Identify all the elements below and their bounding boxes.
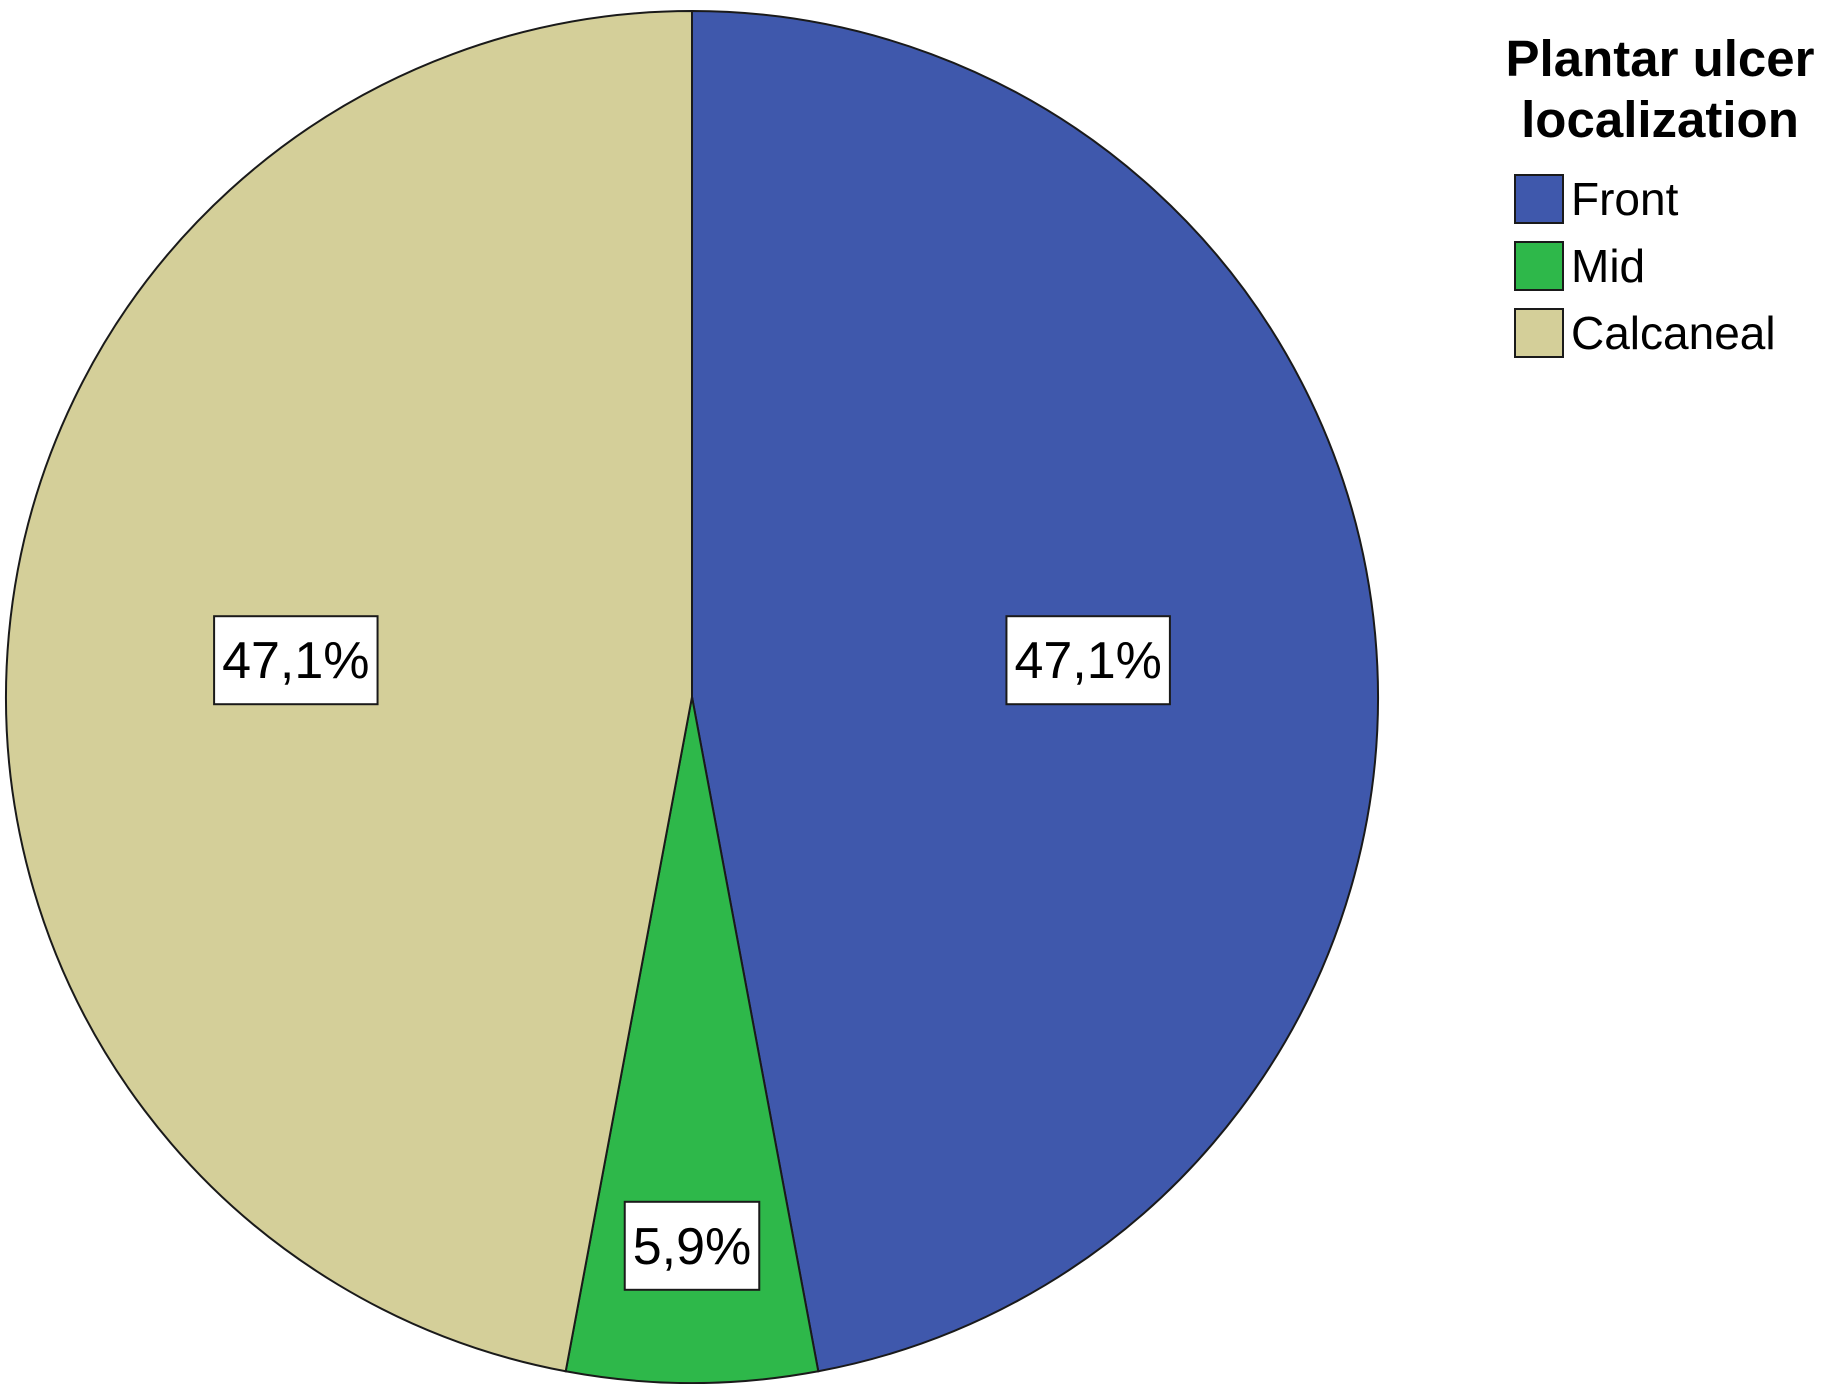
data-label-text: 5,9% [633, 1218, 752, 1276]
legend-swatch [1514, 308, 1564, 358]
legend-swatch [1514, 174, 1564, 224]
legend-title-line-1: Plantar ulcer [1506, 30, 1815, 87]
data-label-front: 47,1% [1005, 615, 1171, 706]
data-label-text: 47,1% [222, 632, 369, 690]
legend-item-mid: Mid [1514, 240, 1645, 292]
pie-data-labels: 47,1% 5,9% 47,1% [213, 615, 1171, 1291]
legend-item-front: Front [1514, 173, 1679, 225]
data-label-box [623, 1200, 761, 1291]
data-label-box [213, 615, 379, 706]
data-label-mid: 5,9% [623, 1200, 761, 1291]
legend-item-calcaneal: Calcaneal [1514, 307, 1776, 359]
legend: Plantar ulcer localization Front Mid Calca… [1506, 30, 1815, 359]
legend-label: Front [1571, 173, 1679, 225]
legend-label: Calcaneal [1571, 307, 1776, 359]
legend-swatch [1514, 241, 1564, 291]
data-label-text: 47,1% [1014, 632, 1161, 690]
legend-title-line-2: localization [1521, 91, 1799, 148]
data-label-calcaneal: 47,1% [213, 615, 379, 706]
legend-label: Mid [1571, 240, 1645, 292]
pie-slices [5, 9, 1379, 1384]
data-label-box [1005, 615, 1171, 706]
